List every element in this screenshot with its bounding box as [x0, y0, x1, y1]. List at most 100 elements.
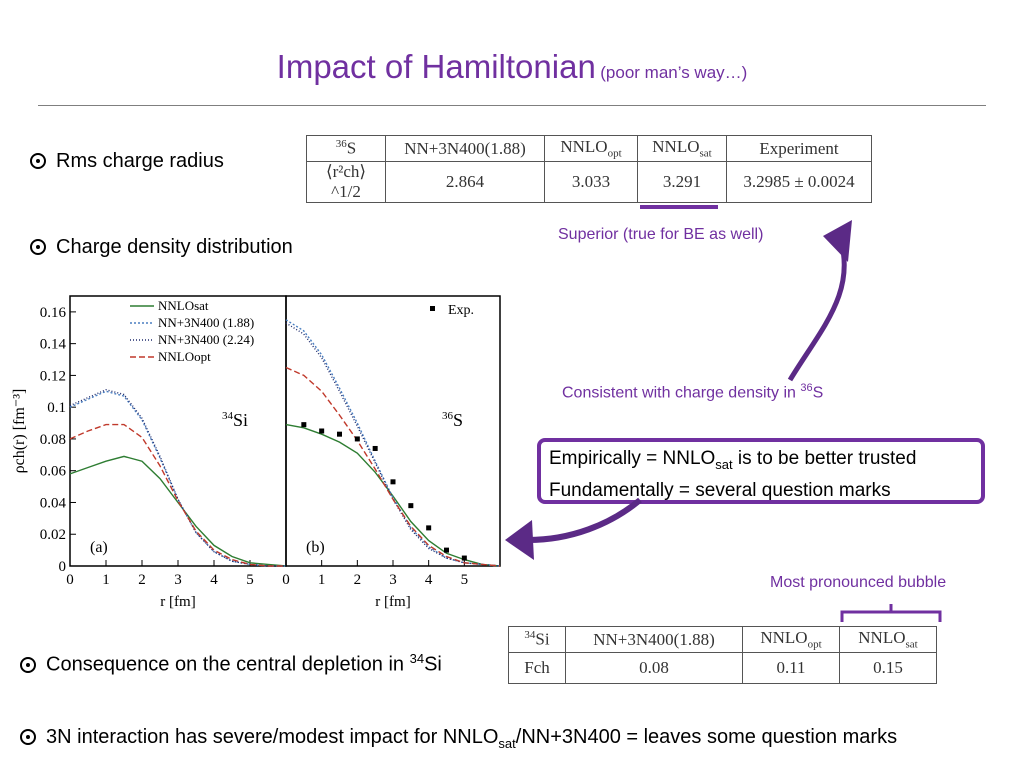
x-tick-label: 4 — [210, 572, 218, 588]
legend-entry: NNLOopt — [158, 349, 211, 364]
legend-exp-swatch — [430, 306, 435, 311]
bubble-table-cell: 0.15 — [839, 652, 937, 684]
radius-table: 36S NN+3N400(1.88) NNLOopt NNLOsat Exper… — [306, 135, 872, 203]
panel-label: (b) — [306, 539, 325, 556]
radius-table-row-label: ⟨r²ch⟩^1/2 — [306, 161, 386, 203]
radius-table-cell: 2.864 — [385, 161, 545, 203]
y-tick-label: 0.04 — [40, 495, 67, 511]
radius-table-cell: 3.291 — [637, 161, 727, 203]
legend-exp-label: Exp. — [448, 303, 474, 318]
panel-nucleus: 34Si — [222, 410, 248, 430]
series-line — [69, 423, 286, 567]
bubble-table-nucleus: 34Si — [508, 626, 566, 653]
x-tick-label: 5 — [461, 572, 469, 588]
bullet-text-end: Si — [424, 653, 442, 676]
x-tick-label: 1 — [102, 572, 110, 588]
bubble-table-header: NNLOopt — [742, 626, 840, 653]
y-tick-label: 0.14 — [40, 337, 67, 353]
bullet-text-end: /NN+3N400 = leaves some question marks — [515, 726, 898, 748]
bullet-text: Rms charge radius — [56, 150, 224, 172]
legend-entry: NNLOsat — [158, 298, 209, 313]
x-tick-label: 0 — [282, 572, 290, 588]
exp-point — [372, 445, 378, 451]
bullet-text: Charge density distribution — [56, 236, 293, 258]
y-tick-label: 0.16 — [40, 305, 67, 321]
superior-note: Superior (true for BE as well) — [558, 226, 764, 243]
trust-callout: Empirically = NNLOsat is to be better tr… — [537, 438, 985, 504]
bubble-bracket — [840, 604, 942, 622]
y-tick-label: 0.08 — [40, 432, 66, 448]
exp-point — [426, 525, 432, 531]
radius-table-header: NNLOsat — [637, 135, 727, 162]
bubble-table: 34Si NN+3N400(1.88) NNLOopt NNLOsat Fch … — [508, 626, 937, 684]
title-divider — [38, 105, 986, 106]
bubble-table-header: NN+3N400(1.88) — [565, 626, 743, 653]
radius-table-header: NNLOopt — [544, 135, 638, 162]
consistent-note: Consistent with charge density in 36S — [562, 382, 824, 402]
bullet-charge-density: Charge density distribution — [30, 236, 293, 259]
series-line — [285, 322, 501, 567]
exp-point — [319, 428, 325, 434]
bullet-3n-impact: 3N interaction has severe/modest impact … — [20, 726, 897, 751]
callout-line-2: Fundamentally = several question marks — [549, 479, 891, 501]
radius-table-nucleus: 36S — [306, 135, 386, 162]
series-line — [285, 366, 501, 567]
x-axis-label: r [fm] — [160, 594, 195, 610]
density-chart: ρch(r) [fm⁻³] 0 0.02 0.04 0.06 0.08 0.1 0.12 0.1… — [11, 295, 501, 610]
bubble-table-header: NNLOsat — [839, 626, 937, 653]
y-tick-label: 0 — [59, 559, 67, 575]
bullet-text: Consequence on the central depletion in — [46, 653, 410, 676]
series-line — [285, 319, 501, 567]
x-tick-label: 5 — [246, 572, 254, 588]
x-tick-label: 2 — [354, 572, 362, 588]
radius-table-cell: 3.2985 ± 0.0024 — [726, 161, 872, 203]
y-tick-label: 0.02 — [40, 527, 66, 543]
radius-table-cell: 3.033 — [544, 161, 638, 203]
bullet-icon — [30, 239, 46, 255]
x-axis-label: r [fm] — [375, 594, 410, 610]
bubble-table-row-label: Fch — [508, 652, 566, 684]
curved-arrow-down — [527, 497, 642, 543]
panel-nucleus: 36S — [442, 410, 463, 430]
x-tick-label: 3 — [389, 572, 397, 588]
exp-point — [461, 555, 467, 561]
bullet-text: 3N interaction has severe/modest impact … — [46, 726, 499, 748]
exp-point — [301, 422, 307, 428]
y-axis-label: ρch(r) [fm⁻³] — [11, 389, 28, 474]
bullet-icon — [20, 656, 36, 673]
exp-point — [408, 503, 414, 509]
title-main: Impact of Hamiltonian — [276, 48, 596, 85]
y-tick-label: 0.06 — [40, 464, 67, 480]
x-tick-label: 2 — [138, 572, 146, 588]
title-subtitle: (poor man’s way…) — [600, 63, 748, 82]
bullet-rms-radius: Rms charge radius — [30, 150, 224, 173]
exp-point — [354, 436, 360, 442]
x-tick-label: 3 — [174, 572, 182, 588]
x-tick-label: 1 — [318, 572, 326, 588]
legend-entry: NN+3N400 (1.88) — [158, 315, 254, 330]
legend-entry: NN+3N400 (2.24) — [158, 332, 254, 347]
x-tick-label: 0 — [66, 572, 74, 588]
panel-frame — [285, 295, 501, 567]
x-tick-label: 4 — [425, 572, 433, 588]
exp-point — [390, 479, 396, 485]
bullet-icon — [20, 729, 36, 745]
bubble-table-cell: 0.11 — [742, 652, 840, 684]
bullet-icon — [30, 153, 46, 169]
bullet-sup: 34 — [409, 651, 425, 666]
curved-arrow-up — [787, 231, 847, 382]
superior-underline — [640, 205, 718, 209]
series-line — [69, 455, 287, 567]
curved-arrow-up-head — [823, 220, 852, 262]
y-tick-label: 0.1 — [47, 400, 66, 416]
exp-point — [337, 431, 342, 437]
curved-arrow-down-head — [505, 520, 534, 560]
exp-point — [444, 547, 449, 553]
panel-label: (a) — [90, 539, 108, 556]
callout-line-1: Empirically = NNLOsat is to be better tr… — [549, 448, 917, 472]
radius-table-header: NN+3N400(1.88) — [385, 135, 545, 162]
y-tick-label: 0.12 — [40, 368, 66, 384]
bullet-sub: sat — [498, 736, 516, 751]
slide-title: Impact of Hamiltonian (poor man’s way…) — [0, 48, 1024, 86]
